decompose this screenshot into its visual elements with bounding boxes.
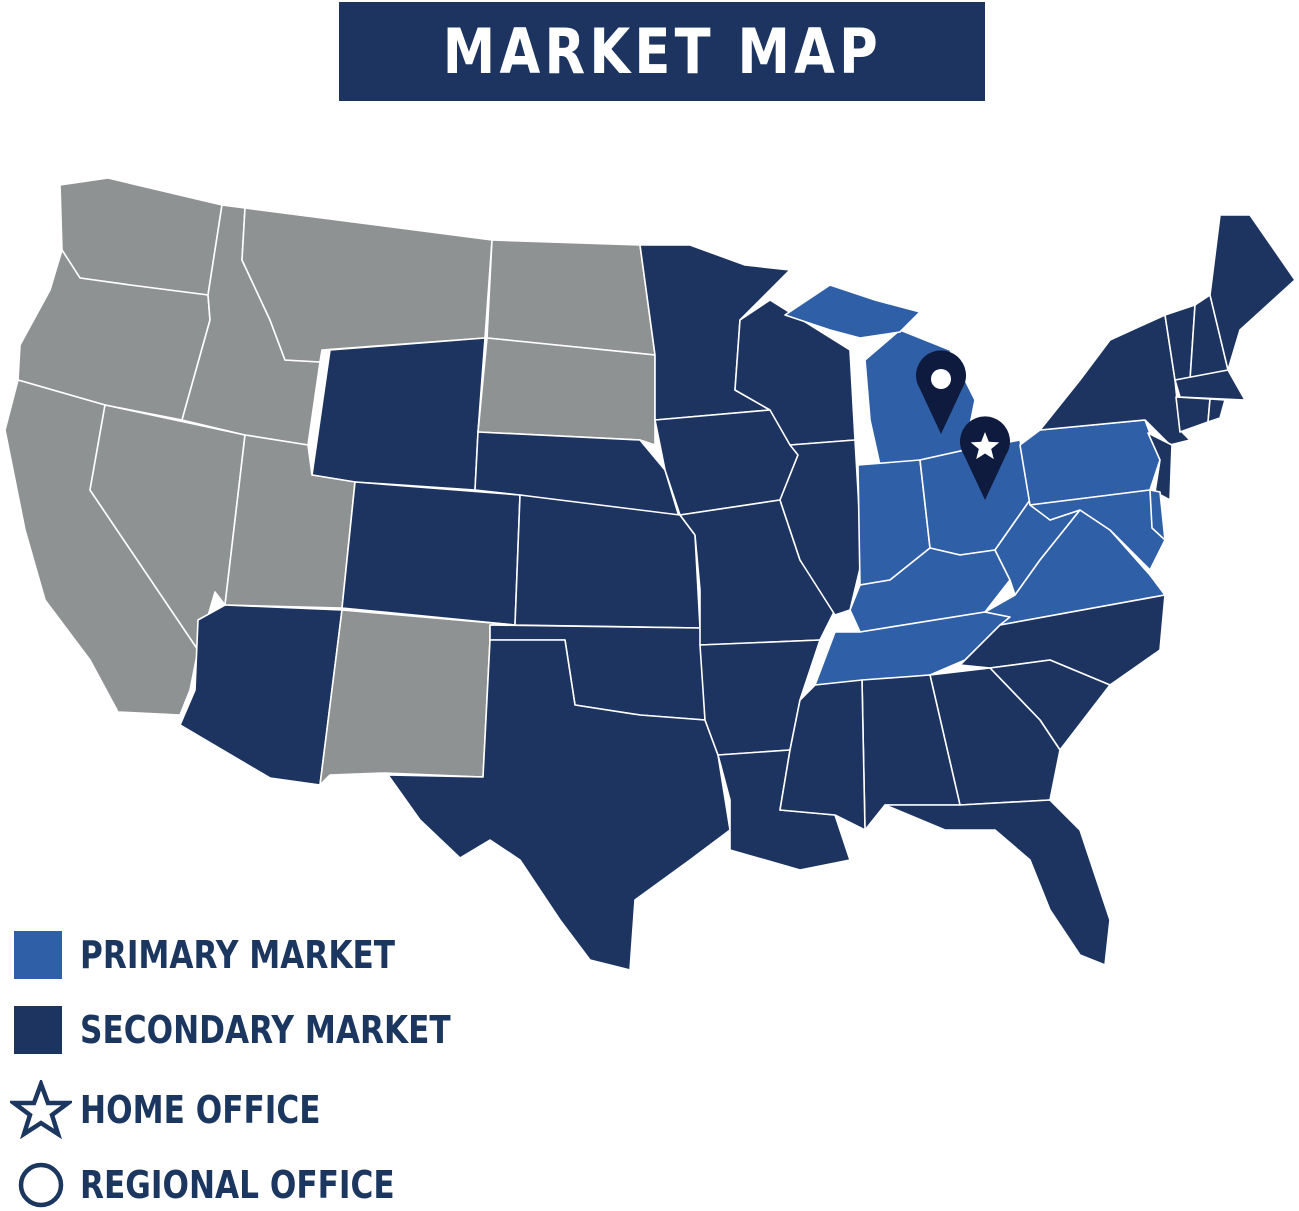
title-banner: MARKET MAP	[339, 2, 985, 101]
page-title: MARKET MAP	[442, 15, 882, 88]
state-co	[341, 481, 521, 626]
legend-label: HOME OFFICE	[80, 1088, 321, 1132]
state-de	[1149, 489, 1166, 541]
secondary-swatch	[14, 1006, 62, 1054]
map-pin-star-icon	[959, 416, 1010, 500]
primary-swatch	[14, 931, 62, 979]
state-ms	[779, 679, 866, 831]
state-me	[1209, 214, 1296, 371]
state-sd	[477, 337, 656, 446]
state-nj	[1147, 432, 1173, 501]
state-wa	[59, 177, 223, 296]
circle-icon	[18, 1162, 64, 1208]
state-ia	[654, 409, 799, 516]
state-tx	[387, 639, 731, 971]
state-mt	[241, 207, 493, 363]
state-ct	[1175, 396, 1211, 433]
map-pin-circle-icon	[915, 350, 966, 434]
state-ri	[1207, 398, 1226, 423]
state-ks	[514, 494, 701, 629]
legend-secondary: SECONDARY MARKET	[14, 1006, 532, 1054]
state-nd	[486, 239, 656, 356]
legend-primary: PRIMARY MARKET	[14, 931, 464, 979]
state-fl	[884, 799, 1111, 966]
legend-label: SECONDARY MARKET	[80, 1008, 451, 1052]
state-mi	[864, 329, 976, 466]
state-mi	[784, 284, 921, 339]
state-wy	[311, 337, 486, 491]
star-icon	[10, 1080, 72, 1140]
state-az	[179, 604, 343, 786]
state-il	[779, 439, 863, 616]
legend-home-office: HOME OFFICE	[10, 1080, 373, 1140]
state-ma	[1174, 369, 1246, 401]
legend-label: PRIMARY MARKET	[80, 933, 396, 977]
legend-label: REGIONAL OFFICE	[80, 1163, 395, 1207]
state-va	[984, 509, 1166, 626]
legend-regional-office: REGIONAL OFFICE	[16, 1160, 464, 1210]
